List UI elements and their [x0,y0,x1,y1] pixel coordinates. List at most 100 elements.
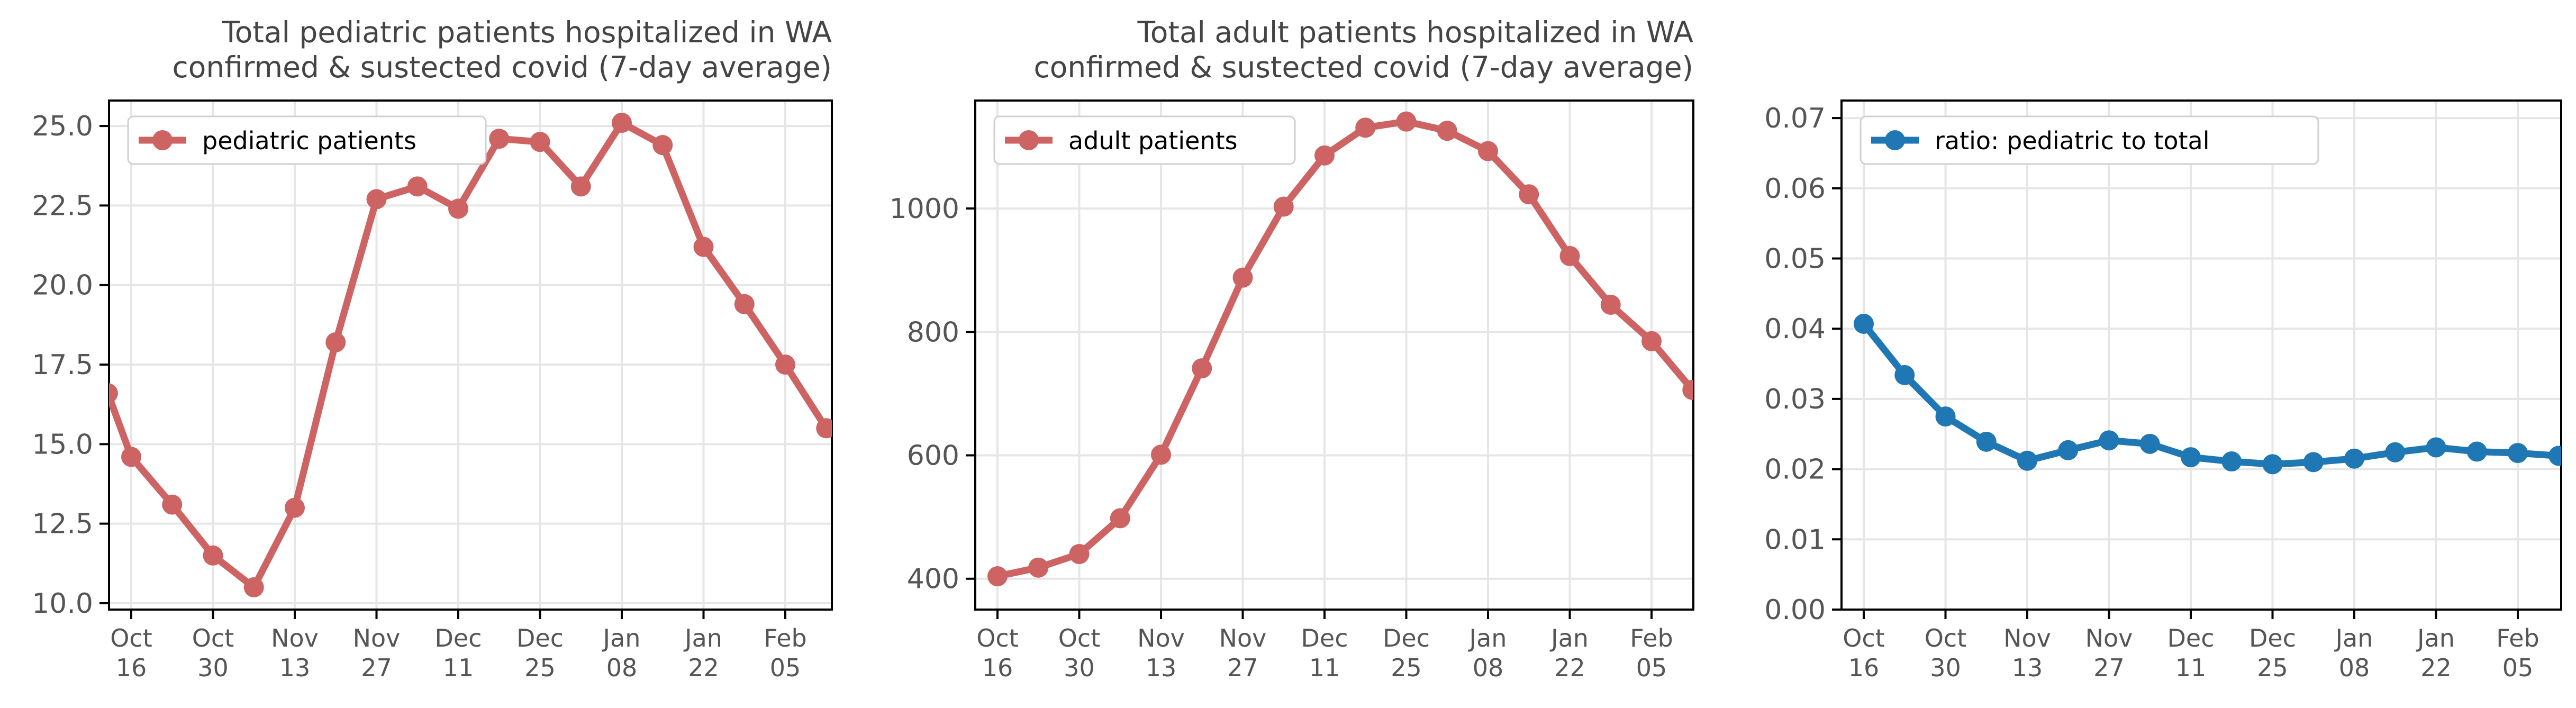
data-point [285,497,305,518]
data-point [1232,267,1253,288]
data-point [2017,450,2037,471]
data-point [243,577,264,597]
data-point [203,545,223,566]
data-point [489,129,510,149]
data-point [1355,117,1376,138]
x-tick-label: Nov 27 [1219,624,1267,682]
legend-label: adult patients [1068,126,1238,155]
legend-label: ratio: pediatric to total [1935,126,2209,155]
data-point [1028,557,1049,578]
data-point [570,176,591,197]
data-point [612,113,632,133]
data-point [1110,508,1130,529]
data-point [1519,184,1539,205]
plot-frame [974,99,1694,611]
x-tick-label: Feb 05 [1630,624,1673,682]
y-tick-label: 0.06 [1764,173,1826,205]
legend-marker [1019,130,1039,150]
data-point [1396,111,1417,132]
y-tick-label: 800 [907,316,959,348]
x-tick-label: Jan 08 [602,624,641,682]
chart-panel-1: 10.0 12.5 15.0 17.5 20.0 22.5 25.0 Oct 16 Oct 30 No… [32,15,833,682]
data-point [734,294,755,314]
x-tick-label: Jan 08 [1468,624,1507,682]
legend-marker [1885,130,1905,150]
y-tick-label: 0.01 [1764,524,1826,556]
data-point [652,135,673,156]
x-tick-label: Nov 13 [2003,624,2051,682]
y-tick-label: 0.02 [1764,454,1826,486]
legend-box [1860,115,2319,165]
series-1 [1854,313,2561,475]
data-point [2303,452,2324,473]
y-tick-label: 0.04 [1764,313,1826,345]
y-tick-label: 0.07 [1764,103,1826,134]
series-1 [109,113,832,597]
x-tick-label: Nov 13 [1137,624,1185,682]
x-tick-label: Nov 27 [2085,624,2133,682]
plot-frame [108,99,833,611]
x-tick-label: Dec 25 [1383,624,1430,682]
data-point [1151,444,1171,465]
x-tick-label: Dec 25 [516,624,564,682]
data-point [816,418,832,439]
data-point [1600,294,1621,315]
y-tick-label: 12.5 [32,509,93,540]
x-tick-label: Oct 16 [110,624,152,682]
y-tick-label: 1000 [890,193,959,225]
data-point [1854,313,1874,334]
data-point [2508,443,2528,464]
y-tick-label: 17.5 [32,349,93,381]
data-point [1192,358,1212,379]
data-point [2344,448,2364,469]
data-point [2139,433,2160,454]
y-tick-label: 10.0 [32,588,93,620]
data-point [1069,544,1090,565]
y-tick-label: 0.03 [1764,384,1826,415]
data-point [1437,121,1457,141]
data-point [325,332,346,352]
x-tick-label: Nov 13 [271,624,319,682]
y-tick-label: 22.5 [32,190,93,222]
x-tick-label: Feb 05 [764,624,806,682]
data-point [987,566,1008,587]
data-point [2221,451,2242,472]
data-point [162,494,183,515]
x-tick-label: Jan 22 [2416,624,2455,682]
x-tick-label: Oct 30 [192,624,234,682]
y-tick-label: 15.0 [32,429,93,460]
data-point [1478,141,1498,161]
x-tick-label: Jan 22 [1549,624,1589,682]
data-point [2426,437,2446,458]
chart-title: Total pediatric patients hospitalized in… [173,15,832,84]
y-tick-label: 25.0 [32,111,93,142]
data-point [2385,442,2406,462]
legend-box [127,115,487,165]
y-tick-label: 0.05 [1764,243,1826,275]
y-tick-label: 0.00 [1764,594,1826,626]
legend-label: pediatric patients [202,126,416,155]
chart-title: Total adult patients hospitalized in WA c… [1034,15,1694,84]
data-point [121,447,141,467]
x-tick-label: Feb 05 [2496,624,2539,682]
x-tick-label: Dec 11 [434,624,482,682]
data-point [1935,406,1956,427]
data-point [1559,246,1580,266]
x-tick-label: Dec 11 [2167,624,2214,682]
data-point [775,355,795,375]
series-line [109,119,829,591]
data-point [1314,145,1335,166]
data-point [2058,440,2079,460]
x-tick-label: Oct 16 [976,624,1019,682]
x-tick-label: Oct 16 [1843,624,1885,682]
x-tick-label: Oct 30 [1925,624,1967,682]
data-point [366,189,387,210]
chart-panel-3: 0.00 0.01 0.02 0.03 0.04 0.05 0.06 0.07 Oct 16 Oct… [1764,99,2562,682]
plot-frame [1840,99,2562,611]
data-point [2548,446,2561,466]
x-tick-label: Oct 30 [1058,624,1101,682]
legend-box [993,115,1296,165]
series-line [996,118,1693,580]
data-point [407,176,428,197]
